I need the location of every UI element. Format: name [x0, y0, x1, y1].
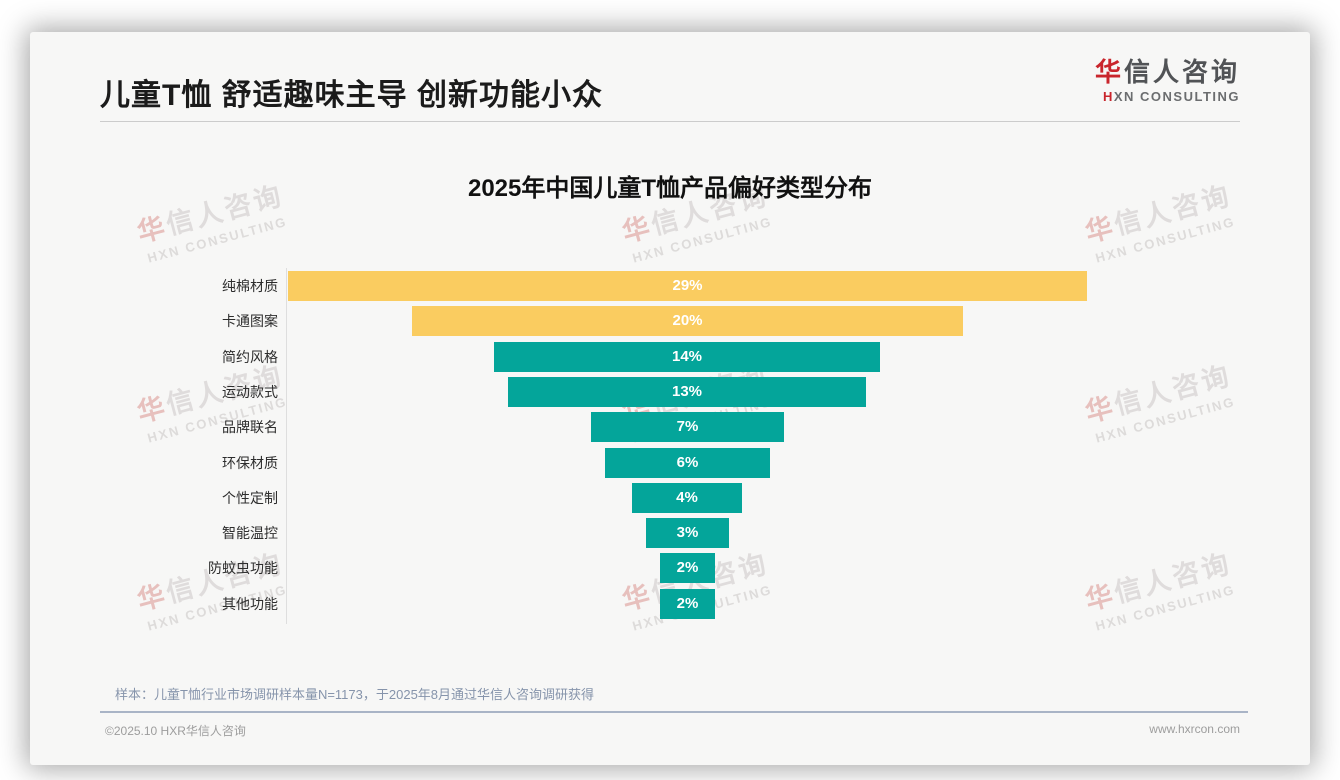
page-footer: ©2025.10 HXR华信人咨询 www.hxrcon.com	[105, 722, 1240, 739]
funnel-bar: 2%	[660, 553, 715, 583]
category-label: 环保材质	[222, 455, 278, 471]
page-title: 儿童T恤 舒适趣味主导 创新功能小众	[100, 79, 603, 112]
logo-cn-first-char: 华	[1094, 57, 1124, 87]
website-url: www.hxrcon.com	[1149, 722, 1240, 736]
category-label: 品牌联名	[222, 419, 278, 435]
funnel-bar: 20%	[412, 306, 963, 336]
category-label: 运动款式	[222, 384, 278, 400]
funnel-bar-chart: 纯棉材质 29% 卡通图案 20% 简约风格 14% 运动款式 13% 品牌联名 7% 环保材质 6%…	[30, 32, 1310, 765]
header-divider	[100, 121, 1240, 122]
category-label: 个性定制	[222, 490, 278, 506]
logo-chinese-text: 华信人咨询	[1094, 57, 1240, 88]
funnel-bar: 14%	[494, 342, 880, 372]
category-label: 其他功能	[222, 596, 278, 612]
category-label: 智能温控	[222, 525, 278, 541]
sample-footnote: 样本：儿童T恤行业市场调研样本量N=1173，于2025年8月通过华信人咨询调研…	[115, 687, 595, 702]
funnel-bar: 2%	[660, 589, 715, 619]
category-label: 防蚊虫功能	[208, 560, 278, 576]
logo-en-first-char: H	[1102, 88, 1114, 104]
chart-title: 2025年中国儿童T恤产品偏好类型分布	[467, 175, 873, 202]
funnel-bar: 4%	[632, 483, 742, 513]
axis-line	[286, 268, 287, 624]
funnel-bar: 13%	[508, 377, 866, 407]
category-label: 卡通图案	[222, 313, 278, 329]
logo-cn-rest: 信人咨询	[1123, 57, 1240, 87]
copyright-text: ©2025.10 HXR华信人咨询	[105, 724, 246, 738]
funnel-bar: 6%	[605, 448, 770, 478]
category-label: 纯棉材质	[222, 278, 278, 294]
report-card: 儿童T恤 舒适趣味主导 创新功能小众 华信人咨询 HXN CONSULTING …	[30, 32, 1310, 765]
brand-logo: 华信人咨询 HXN CONSULTING	[1094, 57, 1240, 104]
logo-en-rest: XN CONSULTING	[1113, 88, 1240, 104]
logo-english-text: HXN CONSULTING	[1095, 89, 1240, 104]
funnel-bar: 29%	[288, 271, 1087, 301]
funnel-bar: 7%	[591, 412, 784, 442]
footer-divider	[100, 711, 1248, 713]
funnel-bar: 3%	[646, 518, 729, 548]
category-label: 简约风格	[222, 349, 278, 365]
